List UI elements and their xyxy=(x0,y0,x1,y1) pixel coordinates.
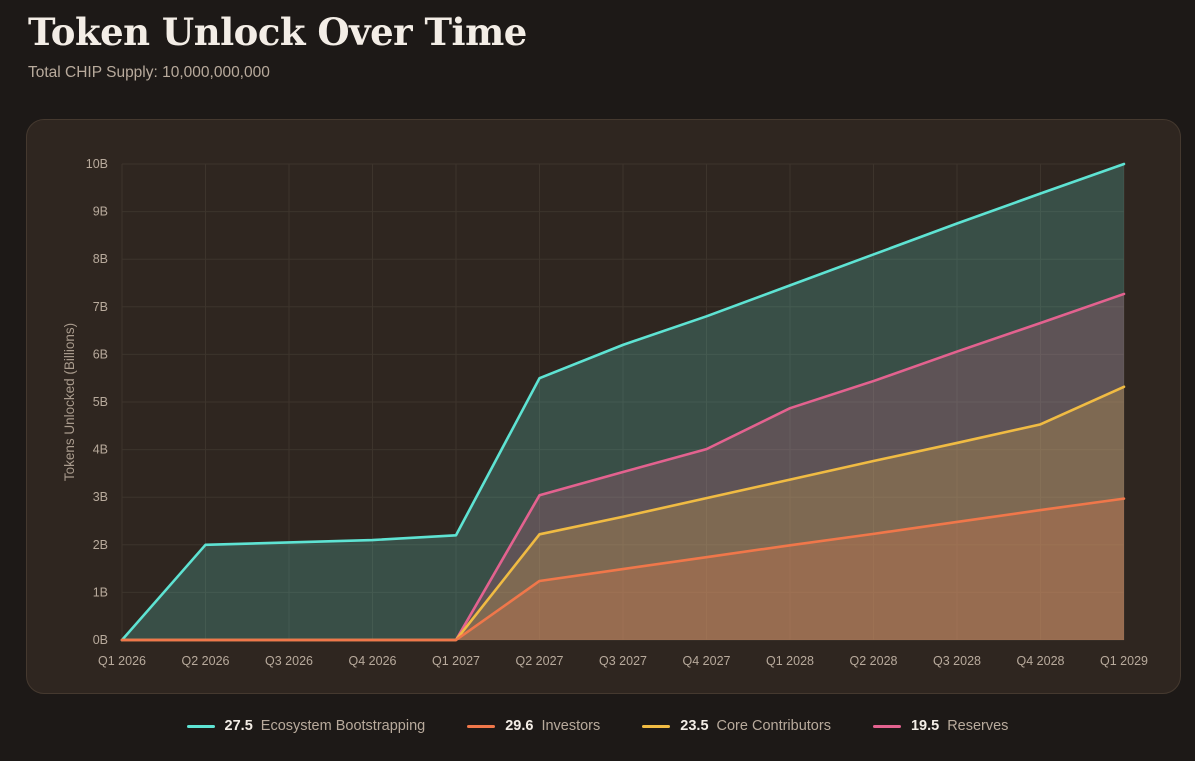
legend-item-reserves[interactable]: 19.5 Reserves xyxy=(872,718,1009,734)
x-tick-label: Q1 2027 xyxy=(432,654,480,668)
legend-item-ecosystem[interactable]: 27.5 Ecosystem Bootstrapping xyxy=(186,718,426,734)
legend-item-contributors[interactable]: 23.5 Core Contributors xyxy=(642,718,831,734)
y-tick-label: 0B xyxy=(93,633,108,647)
area-chart: 0B 1B 2B 3B 4B 5B 6B 7B 8B 9B 10B Q1 2026 Q2 2026 Q3 … xyxy=(62,157,1148,668)
chart-legend: 27.5 Ecosystem Bootstrapping 29.6 Invest… xyxy=(0,718,1195,734)
legend-swatch-ecosystem xyxy=(186,724,215,728)
x-tick-label: Q1 2029 xyxy=(1100,654,1148,668)
y-tick-label: 1B xyxy=(93,585,108,599)
y-tick-label: 9B xyxy=(93,205,108,219)
x-tick-label: Q4 2027 xyxy=(683,654,731,668)
legend-swatch-contributors xyxy=(642,724,671,728)
y-tick-label: 3B xyxy=(93,490,108,504)
x-tick-label: Q2 2027 xyxy=(516,654,564,668)
y-tick-label: 5B xyxy=(93,395,108,409)
chart-panel: 0B 1B 2B 3B 4B 5B 6B 7B 8B 9B 10B Q1 2026 Q2 2026 Q3 … xyxy=(26,119,1181,694)
area-ecosystem xyxy=(122,164,1124,640)
legend-value: 19.5 xyxy=(910,718,940,734)
x-tick-label: Q2 2026 xyxy=(182,654,230,668)
legend-label: Core Contributors xyxy=(716,718,831,734)
area-reserves xyxy=(122,293,1124,640)
x-tick-label: Q3 2026 xyxy=(265,654,313,668)
legend-label: Reserves xyxy=(947,718,1009,734)
page-title: Token Unlock Over Time xyxy=(28,10,527,54)
y-tick-label: 4B xyxy=(93,443,108,457)
y-axis-label: Tokens Unlocked (Billions) xyxy=(62,323,77,481)
y-tick-label: 2B xyxy=(93,538,108,552)
x-tick-label: Q3 2028 xyxy=(933,654,981,668)
y-tick-label: 8B xyxy=(93,252,108,266)
area-contributors xyxy=(122,386,1124,640)
page-subtitle: Total CHIP Supply: 10,000,000,000 xyxy=(28,64,270,81)
series-line-ecosystem xyxy=(120,162,1126,642)
legend-swatch-reserves xyxy=(872,724,901,728)
x-tick-label: Q2 2028 xyxy=(850,654,898,668)
legend-value: 29.6 xyxy=(505,718,534,734)
y-tick-label: 10B xyxy=(86,157,108,171)
x-tick-label: Q1 2028 xyxy=(766,654,814,668)
y-tick-label: 7B xyxy=(93,300,108,314)
x-tick-label: Q4 2028 xyxy=(1017,654,1065,668)
x-tick-label: Q4 2026 xyxy=(349,654,397,668)
series-line-investors xyxy=(120,497,1126,642)
legend-label: Ecosystem Bootstrapping xyxy=(260,718,426,734)
legend-value: 27.5 xyxy=(224,718,253,734)
legend-label: Investors xyxy=(541,718,601,734)
legend-swatch-investors xyxy=(467,724,496,728)
legend-value: 23.5 xyxy=(680,718,709,734)
y-tick-label: 6B xyxy=(93,347,108,361)
legend-item-investors[interactable]: 29.6 Investors xyxy=(467,718,600,734)
x-tick-label: Q3 2027 xyxy=(599,654,647,668)
x-tick-label: Q1 2026 xyxy=(98,654,146,668)
